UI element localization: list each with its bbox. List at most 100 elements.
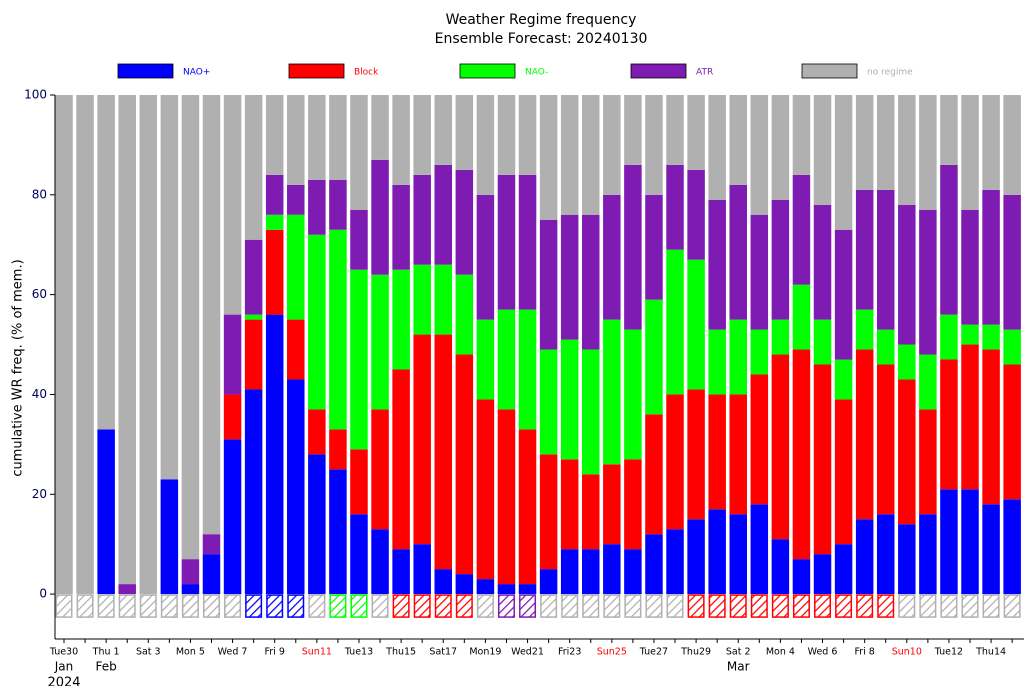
bar-segment	[919, 354, 937, 410]
bar-segment	[497, 584, 516, 595]
bar-segment	[455, 354, 474, 575]
bar-segment	[518, 309, 537, 430]
regime-marker	[245, 594, 263, 618]
bar-segment	[750, 504, 769, 595]
bar-segment	[476, 194, 495, 320]
x-tick-label: Sat 3	[136, 647, 161, 658]
bar-segment	[666, 529, 684, 595]
bar-segment	[350, 209, 368, 270]
bar-segment	[392, 369, 410, 550]
bar-segment	[898, 204, 916, 345]
regime-marker	[97, 594, 115, 618]
bar-segment	[434, 164, 453, 265]
bar-segment	[834, 544, 853, 595]
bar-segment	[287, 379, 305, 595]
bar-segment	[350, 95, 368, 210]
bar-segment	[539, 349, 558, 455]
bar-segment	[982, 349, 1000, 505]
bar-segment	[518, 174, 537, 310]
bar-segment	[855, 189, 874, 310]
bar-segment	[708, 329, 726, 395]
x-tick-label: Mon 4	[766, 647, 795, 658]
regime-marker	[814, 594, 832, 618]
bar-segment	[708, 199, 726, 330]
bar-segment	[582, 95, 600, 215]
bar-segment	[329, 95, 347, 180]
x-tick-label: Fri23	[558, 647, 581, 658]
bar-segment	[919, 409, 937, 515]
bar-segment	[244, 314, 263, 320]
regime-marker	[329, 594, 347, 618]
regime-marker	[434, 594, 452, 618]
bar-segment	[898, 344, 916, 380]
chart-subtitle: Ensemble Forecast: 20240130	[435, 31, 648, 47]
bar-segment	[961, 95, 979, 210]
bar-segment	[961, 324, 979, 345]
bar-segment	[729, 514, 747, 595]
bar-segment	[329, 229, 347, 430]
bar-segment	[413, 334, 431, 545]
x-tick-label: Tue13	[344, 647, 373, 658]
bar-segment	[919, 95, 937, 210]
x-tick-label: Wed 6	[808, 647, 838, 658]
bar-segment	[202, 554, 221, 595]
legend-label: NAO-	[525, 68, 548, 78]
y-tick-label: 60	[32, 287, 47, 301]
bar-segment	[1003, 364, 1021, 500]
x-tick-label: Sun11	[302, 647, 332, 658]
bar-segment	[139, 95, 158, 595]
bar-segment	[687, 95, 705, 170]
bar-segment	[792, 559, 811, 595]
regime-marker	[792, 594, 810, 618]
bar-segment	[413, 544, 431, 595]
bar-segment	[729, 184, 747, 320]
y-tick-label: 20	[32, 487, 47, 501]
bar-segment	[287, 319, 305, 380]
x-tick-label: Tue30	[49, 647, 78, 658]
bar-segment	[371, 159, 389, 275]
regime-marker	[982, 594, 1000, 618]
bar-segment	[813, 319, 832, 365]
bar-segment	[687, 519, 705, 595]
x-tick-label: Thu29	[680, 647, 711, 658]
bar-segment	[455, 169, 474, 275]
bar-segment	[919, 209, 937, 355]
bar-segment	[729, 394, 747, 515]
bar-segment	[982, 95, 1000, 190]
regime-marker	[118, 594, 136, 618]
bar-segment	[898, 379, 916, 525]
bar-segment	[244, 95, 263, 240]
bar-segment	[118, 584, 136, 595]
regime-marker	[76, 594, 94, 618]
y-tick-label: 100	[24, 88, 47, 102]
bar-segment	[350, 449, 368, 515]
bar-segment	[350, 514, 368, 595]
bar-segment	[582, 474, 600, 550]
bar-segment	[202, 95, 221, 535]
bar-segment	[518, 429, 537, 585]
bar-segment	[265, 95, 284, 175]
bar-segment	[455, 274, 474, 355]
bar-segment	[160, 95, 179, 480]
bar-segment	[792, 95, 811, 175]
bar-segment	[265, 174, 284, 215]
bar-segment	[392, 184, 410, 270]
bar-segment	[876, 329, 895, 365]
bar-segment	[244, 319, 263, 390]
regime-marker	[877, 594, 895, 618]
bar-segment	[223, 394, 242, 440]
regime-marker	[750, 594, 768, 618]
regime-marker	[139, 594, 157, 618]
bar-segment	[413, 264, 431, 335]
bar-segment	[476, 95, 495, 195]
bar-segment	[413, 174, 431, 265]
bar-segment	[771, 199, 790, 320]
regime-marker	[771, 594, 789, 618]
bar-segment	[329, 469, 347, 595]
x-tick-label: Fri 9	[265, 647, 285, 658]
bar-segment	[539, 95, 558, 220]
bar-segment	[518, 95, 537, 175]
bar-segment	[645, 414, 663, 535]
bar-segment	[371, 529, 389, 595]
bar-segment	[181, 95, 200, 560]
